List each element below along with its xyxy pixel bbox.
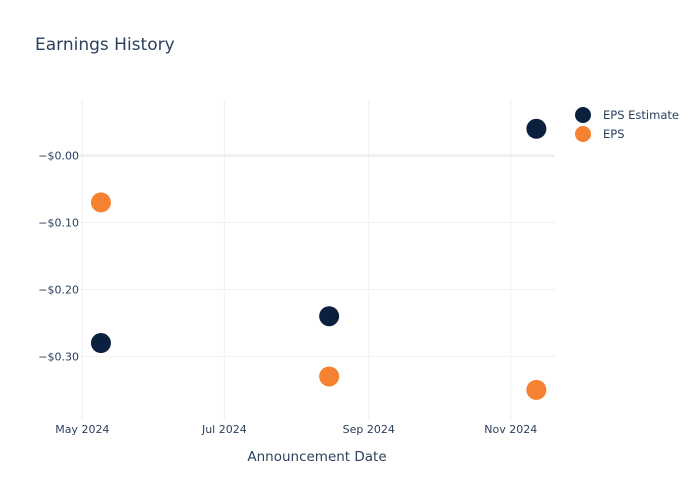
eps-estimate-point	[526, 118, 547, 139]
eps-estimate-point	[319, 306, 340, 327]
data-points	[90, 118, 547, 400]
y-tick-label: −$0.10	[38, 217, 79, 230]
y-tick-label: −$0.30	[38, 350, 79, 363]
grid-lines	[80, 100, 555, 420]
y-tick-label: −$0.20	[38, 283, 79, 296]
eps-point	[90, 192, 111, 213]
eps-estimate-legend-label[interactable]: EPS Estimate	[603, 108, 679, 122]
eps-estimate-point	[90, 333, 111, 354]
x-axis-title: Announcement Date	[247, 449, 386, 465]
x-tick-label: Nov 2024	[484, 423, 537, 436]
eps-estimate-legend-marker	[575, 107, 591, 123]
x-axis-ticks: May 2024 Jul 2024 Sep 2024 Nov 2024	[55, 423, 537, 436]
chart-title: Earnings History	[35, 35, 175, 55]
eps-point	[319, 366, 340, 387]
x-tick-label: Jul 2024	[201, 423, 247, 436]
eps-legend-marker	[575, 126, 591, 142]
y-axis-ticks: −$0.00 −$0.10 −$0.20 −$0.30	[38, 150, 79, 364]
x-tick-label: May 2024	[55, 423, 109, 436]
legend[interactable]: EPS Estimate EPS	[575, 107, 679, 142]
eps-legend-label[interactable]: EPS	[603, 127, 625, 141]
x-tick-label: Sep 2024	[343, 423, 395, 436]
y-tick-label: −$0.00	[38, 150, 79, 163]
eps-point	[526, 379, 547, 400]
